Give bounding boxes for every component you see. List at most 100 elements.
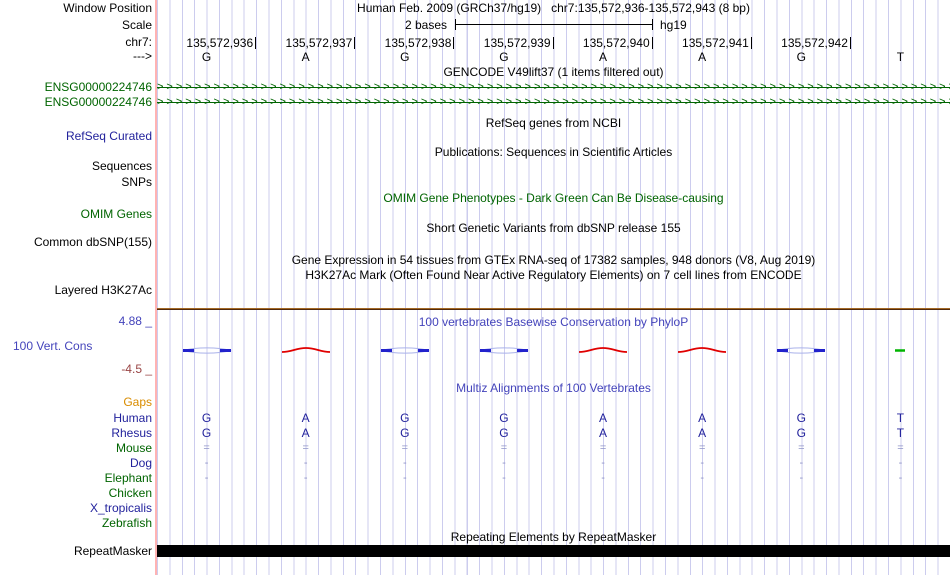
conservation-max-value: 4.88 _ (118, 314, 152, 328)
alignment-cell: - (601, 472, 605, 484)
alignment-cell (454, 501, 553, 516)
alignment-cell: - (700, 472, 705, 484)
alignment-cell: - (303, 472, 308, 484)
alignment-cell: A (599, 426, 608, 440)
track-title-dbsnp[interactable]: Short Genetic Variants from dbSNP releas… (426, 221, 681, 235)
track-title-repeatmasker[interactable]: Repeating Elements by RepeatMasker (450, 530, 657, 544)
conservation-mark-red (653, 344, 752, 357)
alignment-cell: T (896, 411, 905, 425)
reference-base: G (400, 49, 410, 64)
gene-label[interactable]: ENSG00000224746 (44, 95, 152, 109)
gene-label[interactable]: ENSG00000224746 (44, 80, 152, 94)
reference-base: A (698, 49, 707, 64)
coordinate-label: 135,572,940 (554, 36, 653, 50)
track-title-omim[interactable]: OMIM Gene Phenotypes - Dark Green Can Be… (383, 191, 724, 205)
alignment-cell (355, 501, 454, 516)
alignment-cell (653, 486, 752, 501)
assembly-label: hg19 (660, 18, 687, 32)
alignment-cell (157, 501, 256, 516)
coordinate-label: 135,572,941 (653, 36, 752, 50)
alignment-cell: G (201, 426, 212, 440)
track-title-publications[interactable]: Publications: Sequences in Scientific Ar… (434, 145, 673, 159)
track-title-refseq[interactable]: RefSeq genes from NCBI (485, 116, 622, 130)
gene-exon-arrow-row[interactable]: >>>>>>>>>>>>>>>>>>>>>>>>>>>>>>>>>>>>>>>>… (157, 96, 950, 108)
track-label-refseq-curated[interactable]: RefSeq Curated (65, 129, 152, 143)
alignment-cell: G (796, 411, 806, 425)
repeatmasker-element-bar[interactable] (157, 545, 950, 557)
alignment-cell (355, 516, 454, 531)
alignment-cell: G (400, 411, 410, 425)
track-label-common-dbsnp[interactable]: Common dbSNP(155) (33, 235, 152, 249)
alignment-cell (554, 516, 653, 531)
alignment-cell: - (799, 457, 804, 469)
alignment-cell: = (897, 442, 904, 454)
coordinate-tick (453, 36, 455, 49)
species-label[interactable]: Elephant (104, 471, 152, 485)
alignment-cell: - (700, 457, 705, 469)
coordinate-tick (354, 36, 356, 49)
species-label[interactable]: Dog (129, 456, 152, 470)
alignment-cell (454, 516, 553, 531)
track-title-multiz[interactable]: Multiz Alignments of 100 Vertebrates (456, 381, 651, 395)
track-label-sequences[interactable]: Sequences (91, 159, 152, 173)
alignment-cell: = (500, 442, 508, 454)
species-label[interactable]: Chicken (108, 486, 152, 500)
window-position-label: Window Position (63, 1, 152, 15)
species-label[interactable]: Human (113, 411, 152, 425)
species-label[interactable]: Zebrafish (101, 516, 152, 530)
alignment-cell (653, 501, 752, 516)
track-label-gaps[interactable]: Gaps (123, 395, 152, 409)
scale-label: Scale (121, 18, 152, 32)
alignment-cell: G (201, 411, 212, 425)
conservation-mark-red (256, 344, 355, 357)
alignment-cell: - (898, 457, 903, 469)
species-label[interactable]: Mouse (115, 441, 152, 455)
alignment-cell: G (499, 426, 509, 440)
alignment-cell (256, 516, 355, 531)
alignment-cell (157, 516, 256, 531)
alignment-cell: - (601, 457, 605, 469)
alignment-cell: A (301, 411, 310, 425)
alignment-cell: - (799, 472, 804, 484)
alignment-cell (752, 501, 851, 516)
alignment-cell: = (302, 442, 309, 454)
track-label-omim-genes[interactable]: OMIM Genes (80, 207, 152, 221)
gene-exon-arrow-row[interactable]: >>>>>>>>>>>>>>>>>>>>>>>>>>>>>>>>>>>>>>>>… (157, 81, 950, 93)
alignment-row-x_tropicalis: X_tropicalis (0, 501, 950, 516)
track-label-vert-cons[interactable]: 100 Vert. Cons (13, 339, 93, 353)
alignment-row-elephant: Elephant - - - - - - - - (0, 471, 950, 486)
strand-arrow-label: ---> (133, 49, 152, 63)
alignment-cell: A (698, 426, 707, 440)
track-label-snps[interactable]: SNPs (121, 175, 152, 189)
alignment-cell (752, 516, 851, 531)
species-label[interactable]: Rhesus (111, 426, 152, 440)
alignment-cells (157, 516, 950, 531)
coordinate-tick (849, 36, 851, 49)
alignment-cell: G (796, 426, 806, 440)
track-title-gencode[interactable]: GENCODE V49lift37 (1 items filtered out) (443, 65, 664, 79)
reference-base: G (499, 49, 509, 64)
track-title-h3k27ac[interactable]: H3K27Ac Mark (Often Found Near Active Re… (305, 268, 802, 282)
conservation-min-value: -4.5 _ (121, 362, 152, 376)
alignment-cell: - (402, 457, 407, 469)
multiz-alignment-rows: Human G A G G A A G T Rhesus G A G G A A G T Mouse = = = = = = = =… (0, 411, 950, 531)
alignment-cell: G (499, 411, 509, 425)
track-title-gtex[interactable]: Gene Expression in 54 tissues from GTEx … (291, 253, 816, 267)
alignment-row-rhesus: Rhesus G A G G A A G T (0, 426, 950, 441)
conservation-wiggle-row[interactable] (157, 344, 950, 357)
conservation-mark-blue (454, 344, 553, 357)
coordinate-tick (651, 36, 653, 49)
track-title-phylop[interactable]: 100 vertebrates Basewise Conservation by… (418, 315, 689, 329)
species-label[interactable]: X_tropicalis (89, 501, 152, 515)
alignment-cell: = (698, 442, 706, 454)
track-label-layered-h3k27ac[interactable]: Layered H3K27Ac (54, 283, 152, 297)
track-group-separator (157, 308, 950, 310)
conservation-mark-blue (752, 344, 851, 357)
track-label-repeatmasker[interactable]: RepeatMasker (73, 544, 152, 558)
alignment-cell: = (798, 442, 805, 454)
alignment-cell (851, 501, 950, 516)
alignment-cell (157, 486, 256, 501)
